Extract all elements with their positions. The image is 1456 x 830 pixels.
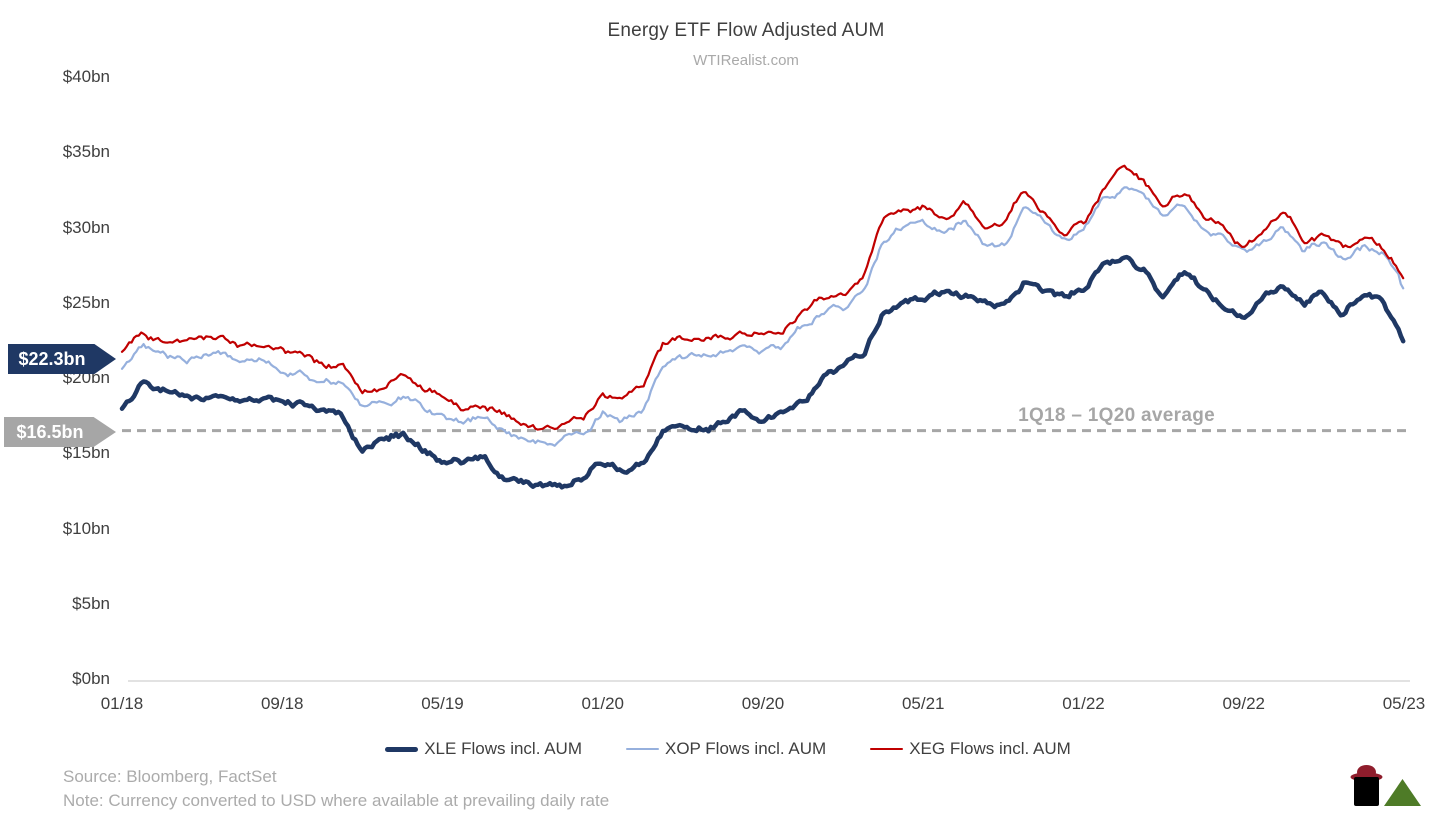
legend-item: XLE Flows incl. AUM bbox=[385, 739, 582, 759]
x-axis-tick-label: 05/19 bbox=[421, 694, 464, 713]
legend-line-swatch-icon bbox=[870, 747, 904, 751]
latest-xle-value-callout: $22.3bn bbox=[8, 344, 116, 374]
y-axis-tick-label: $5bn bbox=[72, 593, 110, 613]
series-line-xle bbox=[119, 254, 1406, 490]
legend-line-swatch-icon bbox=[385, 746, 419, 752]
oil-barrel-icon bbox=[1354, 777, 1379, 806]
average-value-callout: $16.5bn bbox=[4, 417, 116, 447]
legend-label: XLE Flows incl. AUM bbox=[424, 739, 582, 758]
x-axis-tick-label: 05/21 bbox=[901, 694, 945, 713]
x-axis-tick-label: 09/22 bbox=[1222, 694, 1266, 713]
wtirealist-logo bbox=[1350, 765, 1421, 806]
green-triangle-icon bbox=[1384, 779, 1421, 806]
x-axis-tick-label: 05/23 bbox=[1382, 694, 1426, 713]
y-axis-tick-label: $25bn bbox=[62, 292, 110, 312]
chart-title: Energy ETF Flow Adjusted AUM bbox=[607, 20, 885, 41]
series-line-xeg bbox=[120, 164, 1405, 431]
x-axis-tick-label: 01/20 bbox=[581, 694, 625, 713]
y-axis-tick-label: $30bn bbox=[62, 217, 110, 237]
y-axis-tick-label: $40bn bbox=[62, 67, 110, 86]
x-axis-tick-label: 09/20 bbox=[741, 694, 785, 713]
average-line-label: 1Q18 – 1Q20 average bbox=[1018, 405, 1215, 426]
x-axis-tick-label: 01/22 bbox=[1062, 694, 1105, 713]
chart-subtitle: WTIRealist.com bbox=[693, 52, 799, 69]
legend-item: XEG Flows incl. AUM bbox=[870, 739, 1071, 759]
x-axis-tick-label: 09/18 bbox=[260, 694, 304, 713]
legend-line-swatch-icon bbox=[625, 747, 659, 751]
y-axis-tick-label: $0bn bbox=[72, 669, 110, 688]
legend-item: XOP Flows incl. AUM bbox=[625, 739, 827, 759]
legend: XLE Flows incl. AUM XOP Flows incl. AUM XE… bbox=[0, 739, 1456, 759]
y-axis-tick-label: $10bn bbox=[62, 518, 110, 538]
legend-label: XOP Flows incl. AUM bbox=[664, 739, 827, 758]
series-line-xop bbox=[120, 186, 1405, 447]
note-text: Note: Currency converted to USD where av… bbox=[63, 791, 610, 810]
y-axis-tick-label: $15bn bbox=[62, 443, 110, 463]
source-text: Source: Bloomberg, FactSet bbox=[63, 767, 277, 786]
y-axis-tick-label: $35bn bbox=[62, 142, 110, 162]
legend-label: XEG Flows incl. AUM bbox=[909, 739, 1071, 758]
x-axis-tick-label: 01/18 bbox=[100, 694, 144, 713]
